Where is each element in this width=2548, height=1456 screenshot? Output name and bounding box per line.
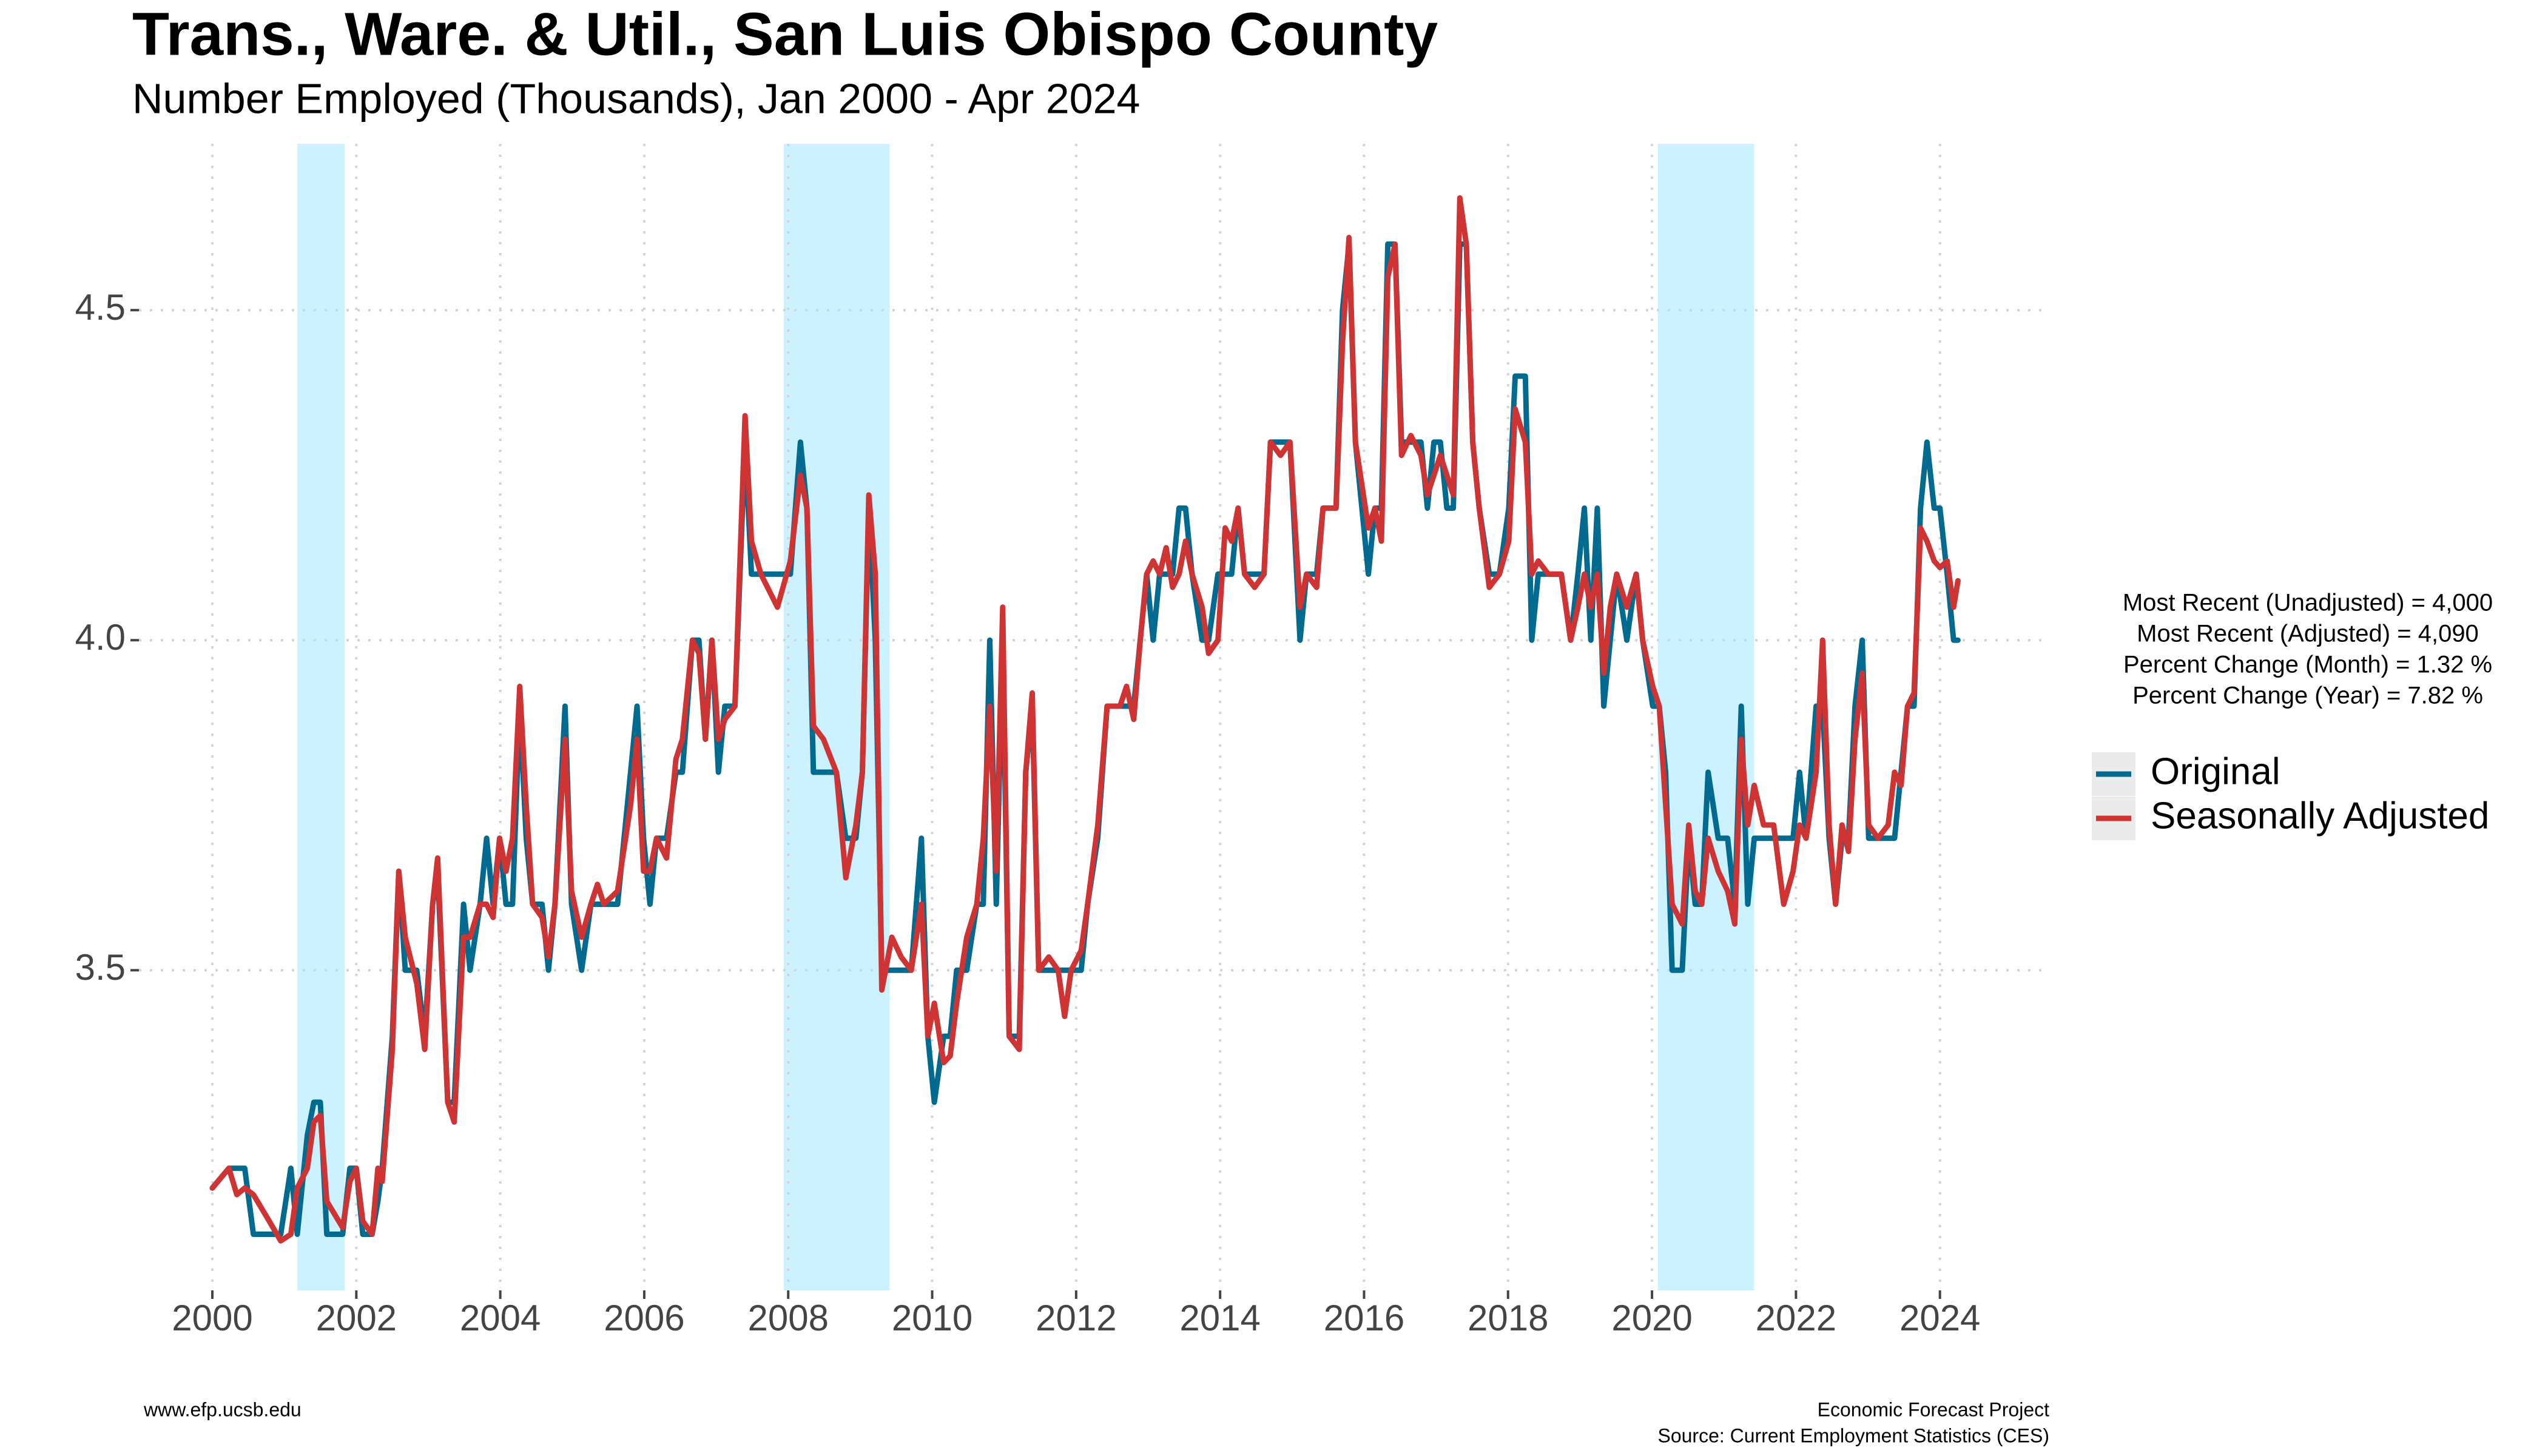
- footer-right: Economic Forecast Project: [1818, 1398, 2049, 1420]
- x-tick-label: 2006: [604, 1298, 684, 1338]
- annotation: Most Recent (Unadjusted) = 4,000: [2123, 590, 2493, 616]
- x-tick-label: 2004: [460, 1298, 541, 1338]
- legend-label: Seasonally Adjusted: [2151, 795, 2489, 837]
- annotation: Percent Change (Month) = 1.32 %: [2123, 652, 2492, 678]
- chart-title: Trans., Ware. & Util., San Luis Obispo C…: [132, 0, 1438, 68]
- x-tick-label: 2002: [316, 1298, 397, 1338]
- recession-band: [784, 144, 890, 1290]
- annotation: Most Recent (Adjusted) = 4,090: [2137, 621, 2479, 647]
- x-tick-label: 2024: [1899, 1298, 1980, 1338]
- x-tick-label: 2014: [1179, 1298, 1260, 1338]
- y-tick-label: 4.0: [75, 617, 126, 658]
- x-tick-label: 2018: [1468, 1298, 1548, 1338]
- series-line: [209, 195, 1961, 1244]
- recession-band: [297, 144, 345, 1290]
- x-tick-label: 2016: [1324, 1298, 1404, 1338]
- annotation: Percent Change (Year) = 7.82 %: [2132, 682, 2483, 709]
- x-tick-label: 2020: [1611, 1298, 1692, 1338]
- legend-label: Original: [2151, 750, 2280, 792]
- y-tick-label: 4.5: [75, 287, 126, 328]
- recession-band: [1657, 144, 1754, 1290]
- x-tick-label: 2000: [172, 1298, 252, 1338]
- footer-left: www.efp.ucsb.edu: [143, 1398, 302, 1420]
- x-tick-label: 2010: [892, 1298, 972, 1338]
- chart-subtitle: Number Employed (Thousands), Jan 2000 - …: [132, 75, 1140, 122]
- footer-right: Source: Current Employment Statistics (C…: [1657, 1424, 2049, 1446]
- x-tick-label: 2008: [748, 1298, 829, 1338]
- x-tick-label: 2022: [1756, 1298, 1836, 1338]
- x-tick-label: 2012: [1036, 1298, 1116, 1338]
- y-tick-label: 3.5: [75, 947, 126, 988]
